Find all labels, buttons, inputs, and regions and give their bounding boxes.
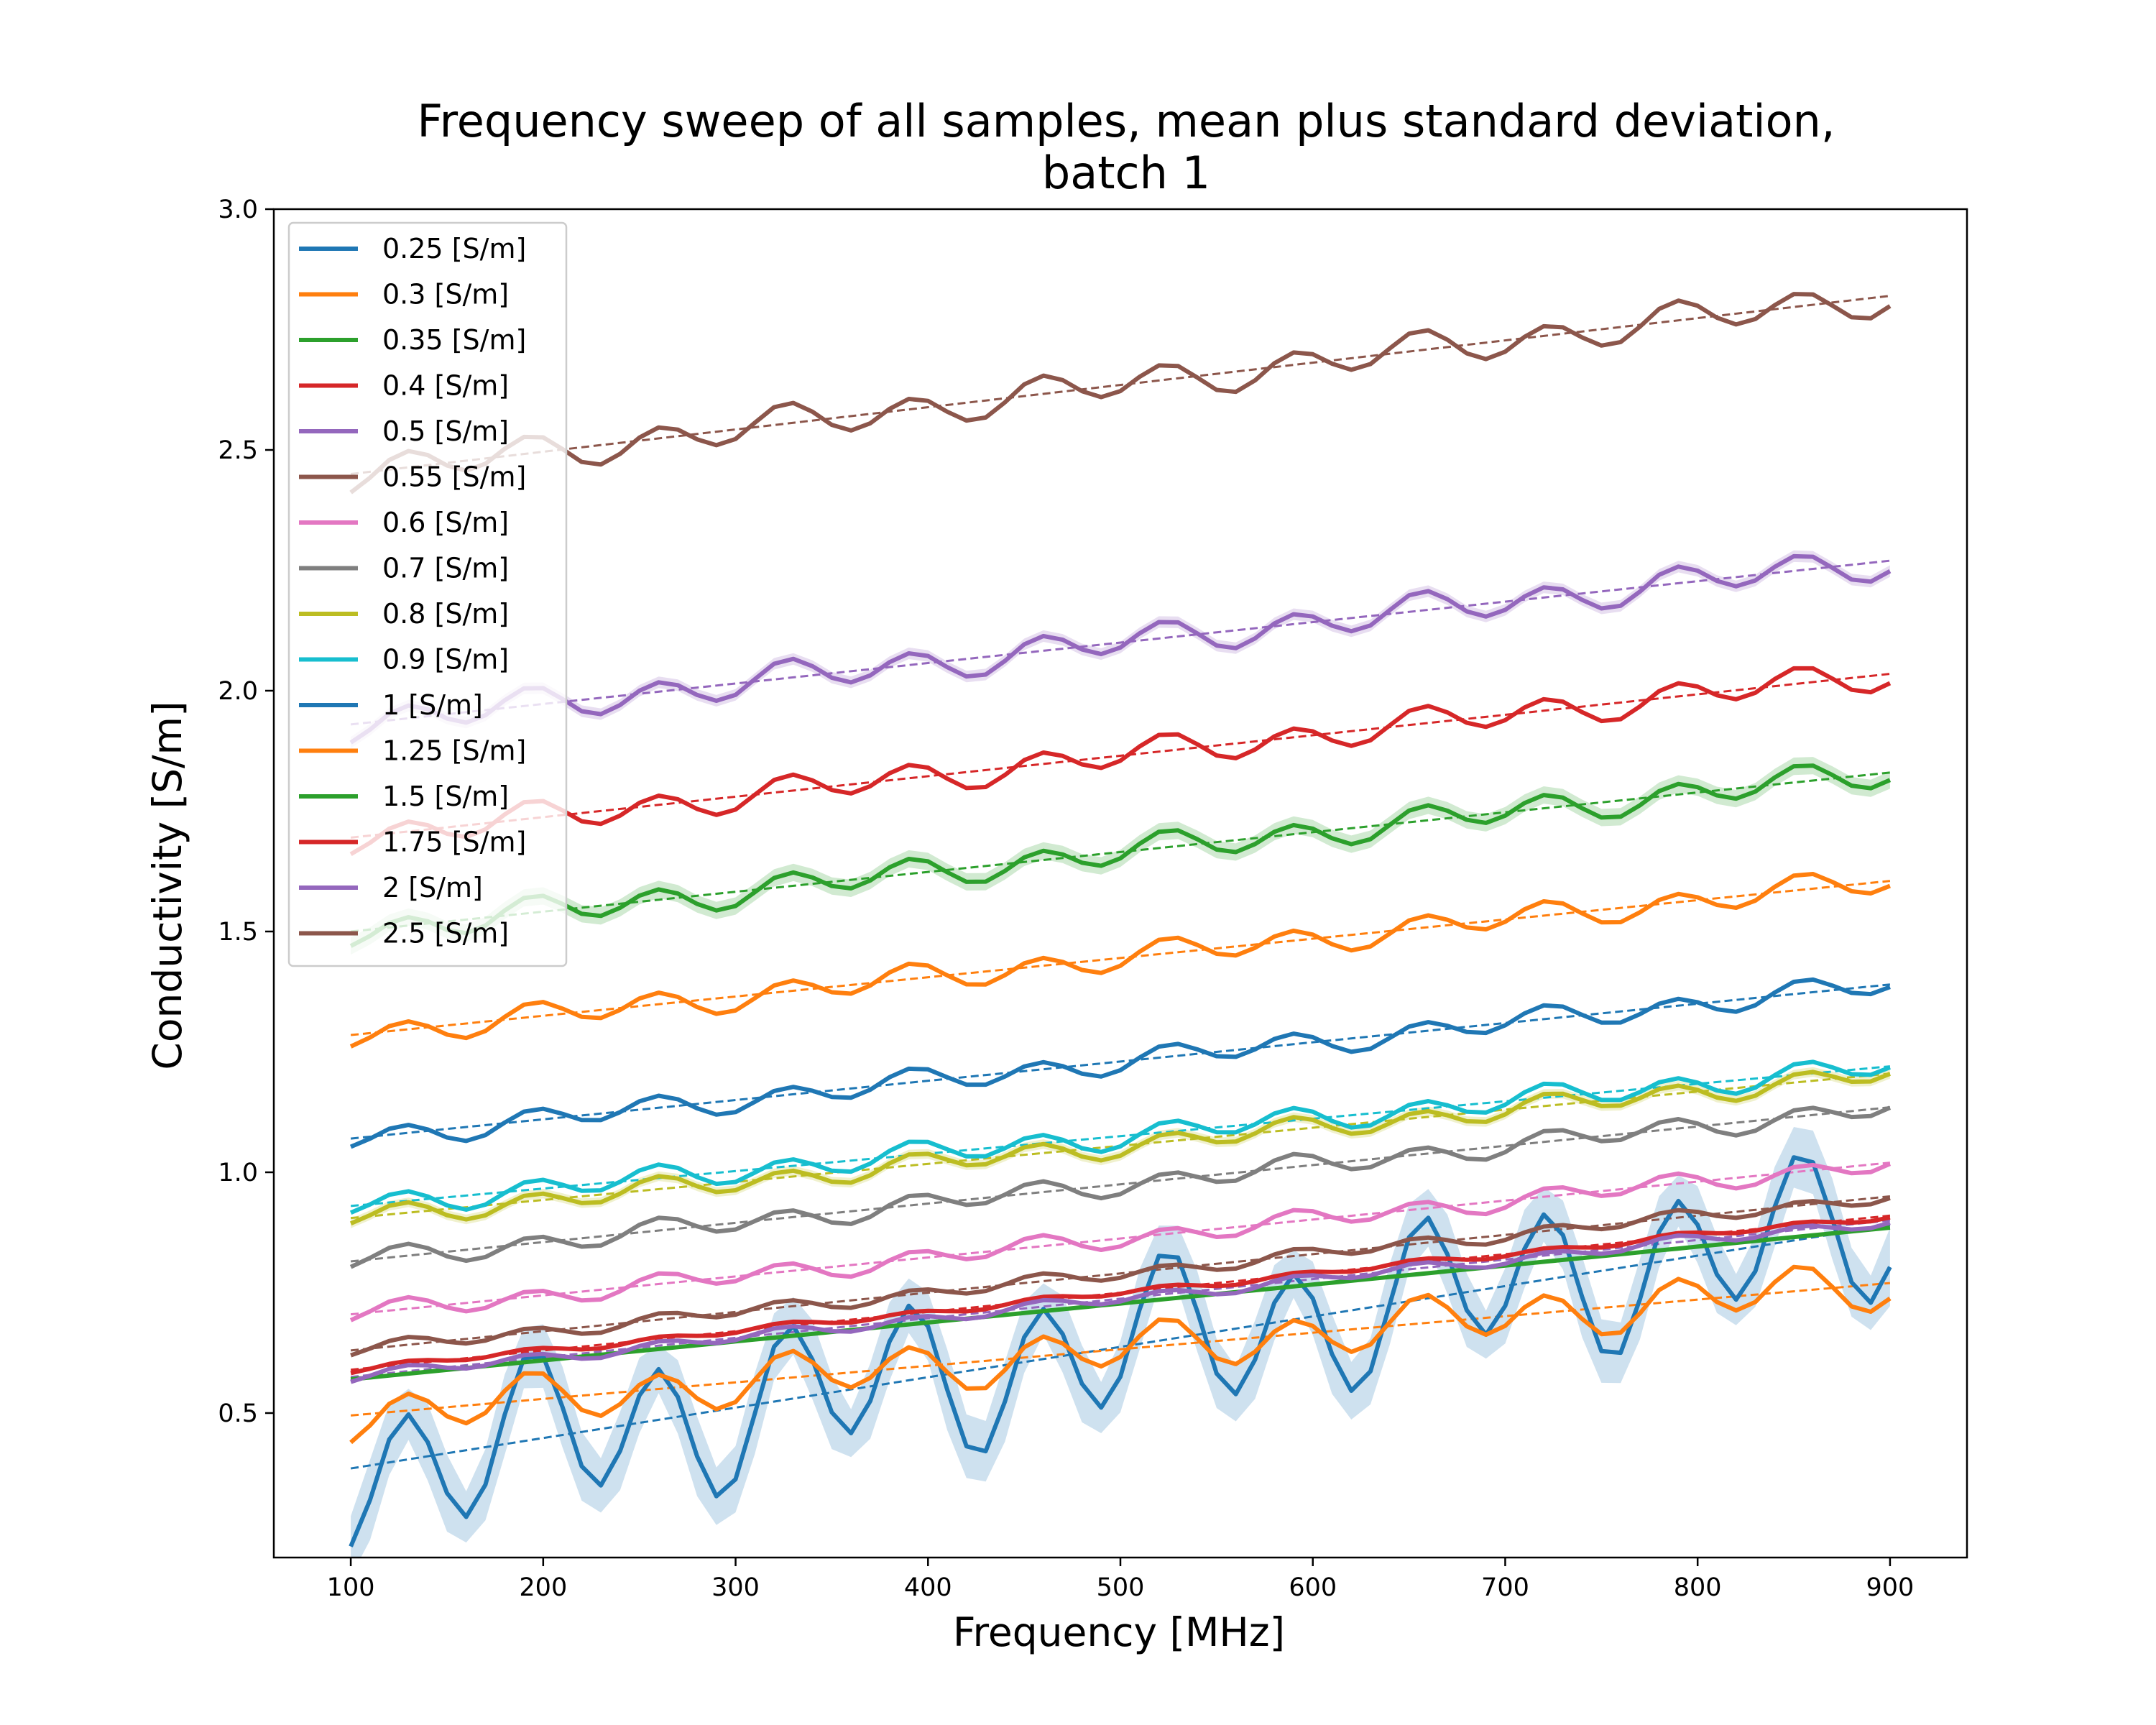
x-tick-label: 200: [519, 1573, 567, 1602]
fit-line: [350, 559, 1891, 726]
fit-line: [350, 673, 1891, 839]
x-tick-label: 700: [1481, 1573, 1529, 1602]
x-tick-label: 300: [711, 1573, 760, 1602]
y-tick-label: 1.0: [218, 1159, 258, 1187]
series-line: [349, 666, 1892, 856]
x-axis: 100 200 300 400 500 600 700 800 900: [327, 1558, 1915, 1602]
fit-line: [350, 295, 1891, 475]
legend-entry: 0.25 [S/m]: [382, 233, 526, 264]
legend-entry: 1.5 [S/m]: [382, 781, 509, 812]
y-axis: 0.5 1.0 1.5 2.0 2.5 3.0: [218, 196, 274, 1428]
legend-entry: 2.5 [S/m]: [382, 918, 509, 949]
x-tick-label: 400: [904, 1573, 952, 1602]
legend-entry: 0.55 [S/m]: [382, 461, 526, 493]
series-line: [349, 1059, 1891, 1215]
legend-entry: 2 [S/m]: [382, 872, 483, 903]
x-tick-label: 500: [1097, 1573, 1145, 1602]
series-line: [349, 977, 1891, 1149]
x-axis-label: Frequency [MHz]: [953, 1609, 1285, 1655]
x-tick-label: 800: [1674, 1573, 1722, 1602]
y-tick-label: 2.5: [218, 436, 258, 465]
legend-entry: 0.9 [S/m]: [382, 644, 509, 676]
fit-line: [350, 1065, 1891, 1208]
series-line: [350, 1220, 1891, 1384]
legend-entry: 0.6 [S/m]: [382, 507, 509, 538]
x-tick-label: 900: [1866, 1573, 1915, 1602]
legend-entry: 0.7 [S/m]: [382, 553, 509, 584]
y-tick-label: 2.0: [218, 677, 258, 706]
y-tick-label: 0.5: [218, 1399, 258, 1428]
series-line: [349, 292, 1892, 494]
fit-line: [350, 983, 1891, 1140]
fit-line: [350, 880, 1891, 1036]
legend-box: [287, 221, 568, 967]
series-line: [349, 872, 1891, 1049]
legend-entry: 1.25 [S/m]: [382, 735, 526, 767]
y-tick-label: 3.0: [218, 196, 258, 224]
series-line: [350, 1215, 1891, 1376]
series-line: [349, 1105, 1892, 1269]
std-band: [351, 1127, 1890, 1558]
y-tick-label: 1.5: [218, 918, 258, 947]
series-line: [349, 553, 1892, 745]
series-line: [349, 1162, 1892, 1322]
x-tick-label: 100: [327, 1573, 375, 1602]
legend-entry: 1.75 [S/m]: [382, 827, 526, 858]
series-line: [349, 1264, 1892, 1445]
series-line: [349, 1070, 1892, 1225]
legend-entry: 0.5 [S/m]: [382, 415, 509, 447]
legend-entry: 0.35 [S/m]: [382, 324, 526, 356]
y-axis-label: Conductivity [S/m]: [144, 701, 190, 1070]
series-line: [349, 763, 1892, 948]
legend-entry: 0.8 [S/m]: [382, 598, 509, 630]
fit-line: [350, 1282, 1891, 1417]
fit-line: [350, 1224, 1891, 1470]
legend-entry: 1 [S/m]: [382, 689, 483, 721]
fit-line: [350, 771, 1891, 933]
series-line: [350, 1196, 1891, 1358]
legend: 0.25 [S/m] 0.3 [S/m] 0.35 [S/m] 0.4 [S/m] 0.…: [287, 221, 568, 967]
x-tick-label: 600: [1289, 1573, 1337, 1602]
legend-entry: 0.3 [S/m]: [382, 279, 509, 310]
chart-title: Frequency sweep of all samples, mean plu…: [417, 95, 1835, 147]
legend-entry: 0.4 [S/m]: [382, 370, 509, 402]
chart-title-line-2: batch 1: [1042, 147, 1210, 199]
